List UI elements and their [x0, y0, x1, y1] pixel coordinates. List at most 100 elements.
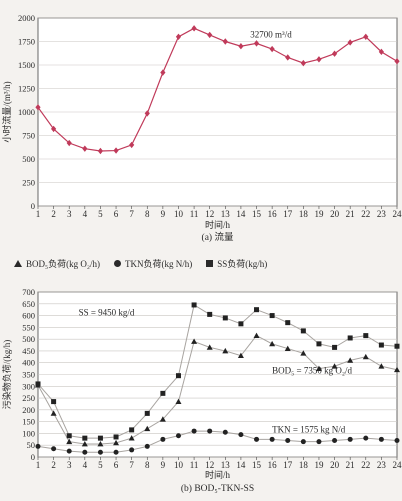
load-y-tick-label: 500	[22, 334, 35, 344]
load-point-ss	[348, 335, 353, 340]
load-point-ss	[207, 312, 212, 317]
load-annotation-ss: SS = 9450 kg/d	[79, 308, 135, 318]
load-x-tick-label: 17	[283, 460, 293, 470]
load-y-tick-label: 700	[22, 287, 35, 297]
load-point-ss	[238, 321, 243, 326]
load-point-ss	[67, 433, 72, 438]
load-point-ss	[316, 341, 321, 346]
load-point-ss	[129, 427, 134, 432]
flow-x-tick-label: 6	[114, 209, 119, 219]
load-x-tick-label: 20	[330, 460, 340, 470]
load-point-tkn	[395, 438, 400, 443]
load-x-tick-label: 2	[51, 460, 56, 470]
load-x-tick-label: 16	[268, 460, 278, 470]
flow-x-tick-label: 7	[129, 209, 134, 219]
load-point-tkn	[285, 438, 290, 443]
load-x-tick-label: 10	[174, 460, 184, 470]
load-point-tkn	[207, 429, 212, 434]
load-point-tkn	[51, 446, 56, 451]
flow-y-axis-label: 小时流量/(m³/h)	[1, 81, 12, 142]
flow-x-tick-label: 1	[36, 209, 41, 219]
load-point-ss	[176, 373, 181, 378]
load-x-tick-label: 14	[236, 460, 246, 470]
load-point-tkn	[363, 436, 368, 441]
load-annotation-tkn: TKN = 1575 kg N/d	[272, 424, 346, 434]
load-point-ss	[98, 436, 103, 441]
load-annotation-bod: BOD₅ = 7350 kg O₂/d	[272, 365, 352, 375]
load-x-tick-label: 13	[221, 460, 231, 470]
flow-y-tick-label: 500	[22, 154, 35, 164]
load-y-tick-label: 650	[22, 299, 35, 309]
load-point-ss	[332, 345, 337, 350]
load-y-tick-label: 200	[22, 405, 35, 415]
flow-y-tick-label: 2000	[18, 13, 35, 23]
flow-x-tick-label: 4	[83, 209, 88, 219]
legend-item-tkn: TKN负荷(kg N/h)	[114, 257, 192, 270]
flow-x-tick-label: 9	[161, 209, 166, 219]
load-x-tick-label: 8	[145, 460, 150, 470]
legend-item-ss: SS负荷(kg/h)	[206, 257, 267, 270]
load-point-ss	[301, 328, 306, 333]
load-x-tick-label: 18	[299, 460, 309, 470]
load-point-tkn	[301, 439, 306, 444]
load-x-tick-label: 19	[314, 460, 324, 470]
load-x-tick-label: 21	[346, 460, 355, 470]
legend-label-ss: SS负荷(kg/h)	[217, 257, 267, 270]
load-x-tick-label: 24	[393, 460, 402, 470]
flow-x-tick-label: 18	[299, 209, 309, 219]
flow-x-tick-label: 2	[51, 209, 56, 219]
load-point-ss	[254, 307, 259, 312]
load-point-ss	[223, 315, 228, 320]
flow-x-tick-label: 5	[98, 209, 103, 219]
load-point-tkn	[192, 429, 197, 434]
load-point-tkn	[348, 437, 353, 442]
flow-x-tick-label: 8	[145, 209, 150, 219]
load-y-tick-label: 450	[22, 346, 35, 356]
load-point-ss	[379, 343, 384, 348]
load-y-tick-label: 300	[22, 381, 35, 391]
circle-marker-icon	[114, 260, 121, 267]
load-point-tkn	[36, 444, 41, 449]
load-y-tick-label: 150	[22, 417, 35, 427]
flow-y-tick-label: 250	[22, 178, 35, 188]
flow-x-tick-label: 16	[268, 209, 278, 219]
flow-x-tick-label: 11	[190, 209, 199, 219]
flow-x-tick-label: 3	[67, 209, 72, 219]
legend-item-bod: BOD₅负荷(kg O₂/h)	[14, 257, 100, 270]
load-caption: (b) BOD₅-TKN-SS	[181, 483, 254, 494]
flow-x-tick-label: 21	[346, 209, 355, 219]
flow-x-tick-label: 17	[283, 209, 293, 219]
load-point-tkn	[145, 444, 150, 449]
load-x-tick-label: 11	[190, 460, 199, 470]
load-point-ss	[51, 399, 56, 404]
flow-x-tick-label: 20	[330, 209, 340, 219]
flow-x-tick-label: 13	[221, 209, 231, 219]
flow-x-tick-label: 24	[393, 209, 402, 219]
load-point-tkn	[114, 450, 119, 455]
load-point-ss	[395, 344, 400, 349]
flow-x-tick-label: 12	[205, 209, 214, 219]
flow-y-tick-label: 1750	[18, 37, 35, 47]
load-y-tick-label: 250	[22, 393, 35, 403]
flow-y-tick-label: 1250	[18, 84, 35, 94]
load-point-tkn	[238, 432, 243, 437]
load-point-ss	[160, 391, 165, 396]
load-x-tick-label: 3	[67, 460, 72, 470]
load-y-tick-label: 550	[22, 322, 35, 332]
load-point-tkn	[67, 449, 72, 454]
flow-x-tick-label: 19	[314, 209, 324, 219]
load-point-ss	[192, 302, 197, 307]
load-point-tkn	[176, 433, 181, 438]
load-point-ss	[82, 436, 87, 441]
load-point-tkn	[332, 438, 337, 443]
load-y-tick-label: 600	[22, 311, 35, 321]
load-x-tick-label: 12	[205, 460, 214, 470]
load-x-tick-label: 23	[377, 460, 387, 470]
flow-x-tick-label: 14	[236, 209, 246, 219]
load-y-tick-label: 0	[31, 452, 35, 462]
flow-x-axis-label: 时间/h	[205, 219, 231, 230]
flow-x-tick-label: 15	[252, 209, 262, 219]
flow-annotation: 32700 m³/d	[250, 30, 292, 40]
flow-x-tick-label: 10	[174, 209, 184, 219]
